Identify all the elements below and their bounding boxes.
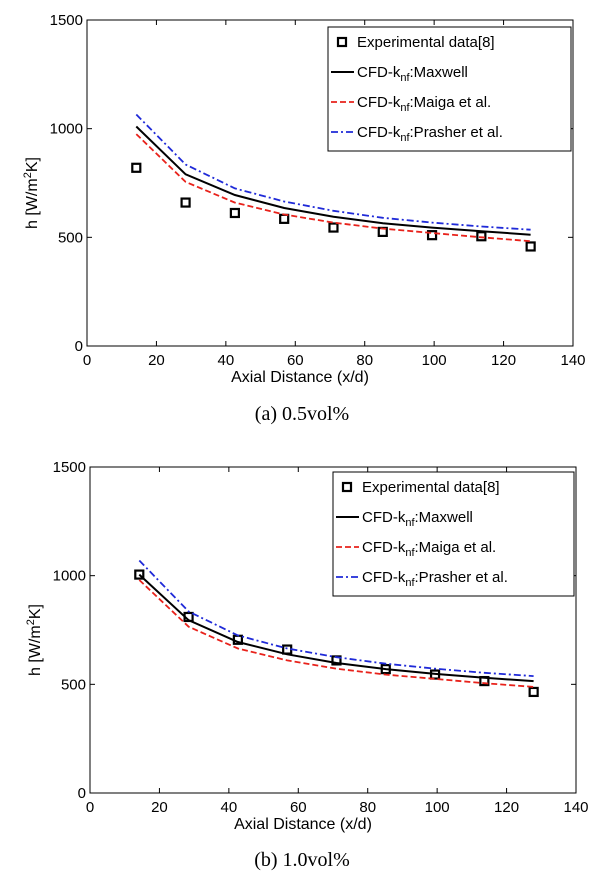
y-tick-label: 0 (78, 785, 86, 802)
x-tick-label: 120 (491, 352, 516, 369)
series-line (135, 113, 531, 231)
y-tick-label: 1500 (53, 459, 86, 476)
data-point (229, 207, 240, 219)
legend: Experimental data[8] CFD-knf:Maxwell CFD-k… (332, 471, 575, 597)
x-tick-label: 100 (425, 799, 450, 816)
series-line (135, 125, 531, 236)
y-tick-label: 1000 (50, 121, 83, 138)
data-point (426, 230, 438, 241)
series-line (138, 559, 534, 677)
data-point (279, 213, 290, 224)
series-2 (135, 133, 531, 243)
legend-marker (336, 36, 348, 48)
y-tick-label: 1000 (53, 568, 86, 585)
x-tick-label: 80 (359, 799, 376, 816)
data-point (528, 686, 539, 698)
y-axis-label: h [W/m2K] (25, 604, 44, 676)
x-tick-label: 0 (83, 352, 91, 369)
x-tick-label: 40 (218, 352, 235, 369)
data-point (282, 644, 293, 655)
chart-b: 0 20 40 60 80 100 120 140 0 500 1000 1500 Axial Dist… (25, 459, 589, 871)
x-axis-label: Axial Distance (x/d) (234, 816, 372, 833)
legend-label: CFD-knf:Maxwell (357, 64, 468, 84)
x-axis-label: Axial Distance (x/d) (231, 369, 369, 386)
x-tick-label: 140 (563, 799, 588, 816)
legend-label: CFD-knf:Prasher et al. (362, 569, 508, 589)
data-point (180, 197, 191, 208)
legend: Experimental data[8] CFD-knf:Maxwell CFD-k… (327, 26, 572, 152)
x-tick-label: 0 (86, 799, 94, 816)
figure-caption: (b) 1.0vol% (254, 849, 350, 871)
series-line (138, 579, 534, 688)
legend-entry-3: CFD-knf:Prasher et al. (336, 569, 508, 589)
series-line (138, 573, 534, 683)
data-point (131, 162, 142, 173)
legend-entry-2: CFD-knf:Maiga et al. (331, 94, 491, 114)
legend-marker (341, 481, 353, 493)
legend-box (327, 26, 572, 152)
legend-entry-0: Experimental data[8] (341, 479, 500, 496)
legend-entry-3: CFD-knf:Prasher et al. (331, 124, 503, 144)
figure-caption: (a) 0.5vol% (255, 403, 349, 425)
x-tick-label: 80 (356, 352, 373, 369)
series-3 (135, 113, 531, 231)
legend-label: Experimental data[8] (362, 479, 500, 496)
legend-box (332, 471, 575, 597)
legend-label: CFD-knf:Prasher et al. (357, 124, 503, 144)
x-tick-label: 120 (494, 799, 519, 816)
x-tick-label: 60 (287, 352, 304, 369)
legend-entry-0: Experimental data[8] (336, 34, 495, 51)
legend-label: CFD-knf:Maiga et al. (357, 94, 491, 114)
data-point (476, 231, 487, 242)
x-tick-label: 140 (560, 352, 585, 369)
series-1 (138, 573, 534, 683)
data-point (134, 569, 145, 580)
chart-a: 0 20 40 60 80 100 120 140 0 500 1000 1500 Axial Dist… (22, 12, 586, 425)
legend-label: CFD-knf:Maiga et al. (362, 539, 496, 559)
x-tick-label: 20 (151, 799, 168, 816)
y-tick-label: 0 (75, 338, 83, 355)
y-tick-label: 500 (61, 676, 86, 693)
series-1 (135, 125, 531, 236)
series-3 (138, 559, 534, 677)
x-tick-label: 40 (221, 799, 238, 816)
legend-entry-1: CFD-knf:Maxwell (331, 64, 468, 84)
data-point (525, 241, 536, 252)
y-axis-label: h [W/m2K] (22, 157, 41, 229)
data-point (328, 222, 339, 233)
legend-label: Experimental data[8] (357, 34, 495, 51)
y-tick-label: 500 (58, 229, 83, 246)
x-tick-label: 20 (148, 352, 165, 369)
legend-entry-2: CFD-knf:Maiga et al. (336, 539, 496, 559)
series-line (135, 133, 531, 243)
x-tick-label: 100 (422, 352, 447, 369)
legend-entry-1: CFD-knf:Maxwell (336, 509, 473, 529)
x-tick-label: 60 (290, 799, 307, 816)
y-tick-label: 1500 (50, 12, 83, 29)
series-2 (138, 579, 534, 688)
legend-label: CFD-knf:Maxwell (362, 509, 473, 529)
